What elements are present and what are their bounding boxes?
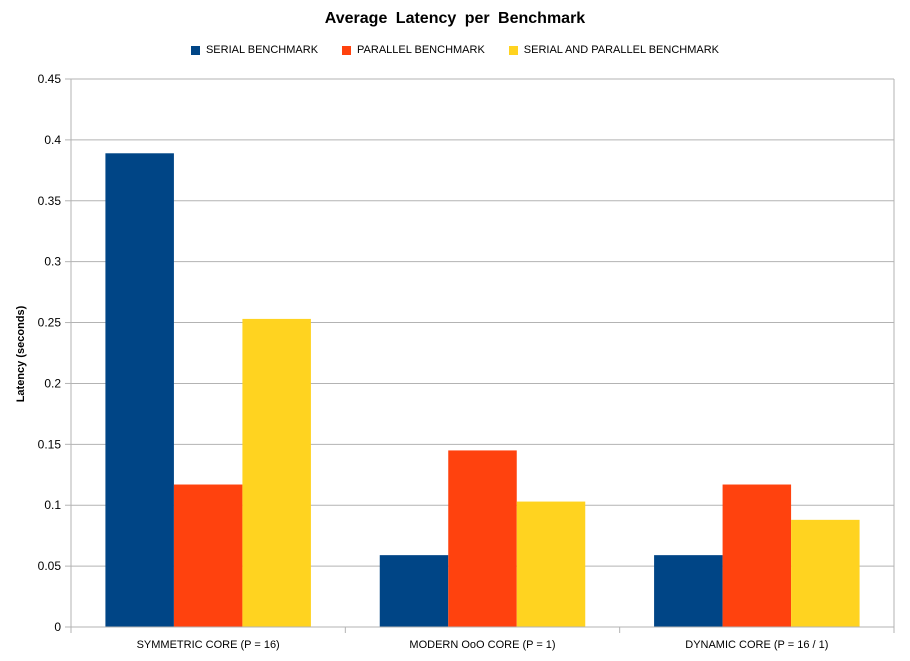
y-tick-label-0: 0 xyxy=(54,620,61,634)
x-tick-label-1: MODERN OoO CORE (P = 1) xyxy=(409,639,555,651)
y-tick-label-2: 0.1 xyxy=(44,498,61,512)
bar-1-1 xyxy=(448,450,517,627)
x-tick-label-0: SYMMETRIC CORE (P = 16) xyxy=(137,639,280,651)
bar-0-1 xyxy=(173,484,243,627)
legend-label-serial-and-parallel: SERIAL AND PARALLEL BENCHMARK xyxy=(523,44,720,56)
chart-title: Average Latency per Benchmark xyxy=(324,10,586,27)
bar-1-2 xyxy=(516,501,586,627)
legend-swatch-serial-and-parallel xyxy=(508,45,518,55)
x-tick-label-2: DYNAMIC CORE (P = 16 / 1) xyxy=(685,639,828,651)
legend-label-serial: SERIAL BENCHMARK xyxy=(205,44,319,56)
bar-0-0 xyxy=(105,153,174,628)
legend-swatch-serial xyxy=(190,45,200,55)
bar-1-0 xyxy=(379,555,449,627)
y-tick-label-6: 0.3 xyxy=(44,255,61,269)
bar-0-2 xyxy=(242,318,311,627)
y-tick-label-9: 0.45 xyxy=(38,72,62,86)
legend-swatch-parallel xyxy=(342,45,352,55)
y-tick-label-7: 0.35 xyxy=(38,194,62,208)
y-tick-label-3: 0.15 xyxy=(38,437,62,451)
bar-2-2 xyxy=(791,519,860,627)
bar-2-0 xyxy=(654,555,723,627)
legend-item-serial: SERIAL BENCHMARK xyxy=(190,44,319,56)
y-tick-label-4: 0.2 xyxy=(44,376,61,390)
legend-item-serial-and-parallel: SERIAL AND PARALLEL BENCHMARK xyxy=(508,44,720,56)
legend-item-parallel: PARALLEL BENCHMARK xyxy=(342,44,485,56)
legend-label-parallel: PARALLEL BENCHMARK xyxy=(357,44,485,56)
bar-2-1 xyxy=(722,484,792,627)
legend: SERIAL BENCHMARK PARALLEL BENCHMARK SERI… xyxy=(0,44,910,56)
y-tick-label-1: 0.05 xyxy=(38,559,62,573)
y-tick-label-8: 0.4 xyxy=(44,133,61,147)
y-tick-label-5: 0.25 xyxy=(38,316,62,330)
